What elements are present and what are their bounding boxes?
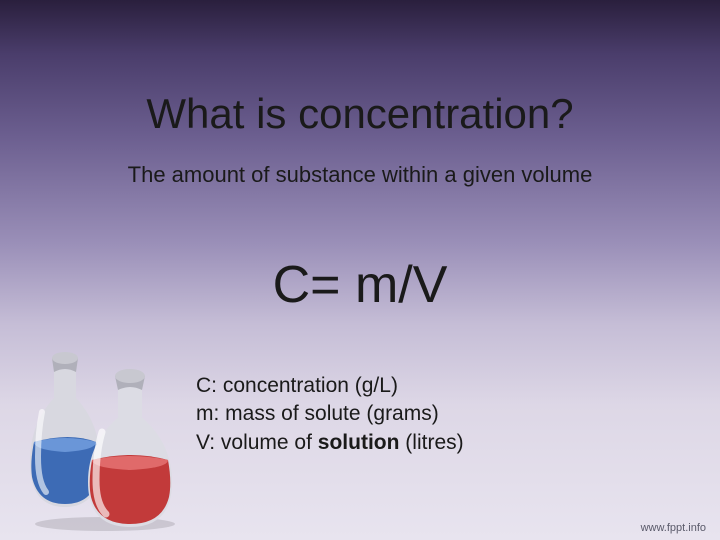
var-m: m bbox=[196, 402, 214, 425]
var-c: C bbox=[196, 374, 211, 397]
def-v-rest: : volume of bbox=[209, 431, 318, 454]
definition-c: C: concentration (g/L) bbox=[196, 372, 464, 400]
definition-v: V: volume of solution (litres) bbox=[196, 429, 464, 457]
slide-title: What is concentration? bbox=[0, 90, 720, 138]
definition-m: m: mass of solute (grams) bbox=[196, 400, 464, 428]
watermark-text: www.fppt.info bbox=[641, 522, 706, 534]
var-v: V bbox=[196, 431, 209, 454]
flask-icon bbox=[10, 332, 190, 532]
formula-text: C= m/V bbox=[0, 255, 720, 315]
def-v-bold: solution bbox=[318, 431, 400, 454]
slide: What is concentration? The amount of sub… bbox=[0, 0, 720, 540]
slide-subtitle: The amount of substance within a given v… bbox=[0, 162, 720, 188]
def-c-rest: : concentration (g/L) bbox=[211, 374, 398, 397]
def-m-rest: : mass of solute (grams) bbox=[214, 402, 439, 425]
definitions-block: C: concentration (g/L) m: mass of solute… bbox=[196, 372, 464, 457]
def-v-tail: (litres) bbox=[399, 431, 463, 454]
